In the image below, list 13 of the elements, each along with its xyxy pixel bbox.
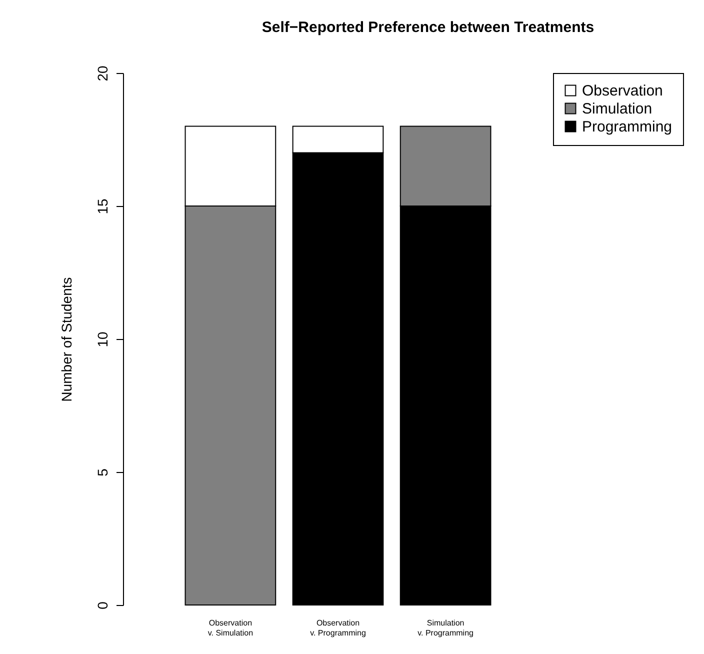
y-axis-title: Number of Students: [58, 277, 74, 402]
legend-label: Observation: [582, 82, 663, 100]
x-tick-label: Observation v. Programming: [310, 618, 366, 638]
y-tick-label: 0: [94, 601, 110, 610]
y-tick-label: 5: [94, 468, 110, 476]
y-tick-label: 10: [94, 332, 110, 348]
y-tick-label: 15: [94, 198, 110, 214]
chart-title: Self−Reported Preference between Treatments: [262, 19, 594, 36]
x-tick-label: Simulation v. Programming: [418, 618, 474, 638]
x-tick-label: Observation v. Simulation: [208, 618, 254, 638]
y-tick-label: 20: [94, 66, 110, 82]
legend-label: Simulation: [582, 100, 652, 118]
legend-label: Programming: [582, 118, 672, 136]
